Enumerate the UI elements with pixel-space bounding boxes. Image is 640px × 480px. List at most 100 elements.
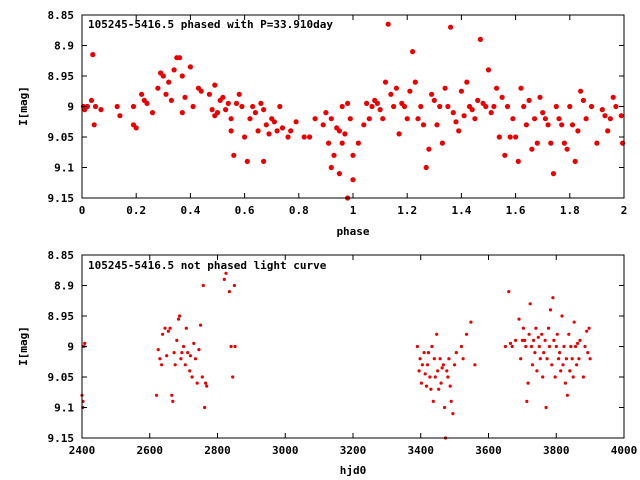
unphased-data-point bbox=[425, 363, 430, 367]
unphased-data-point bbox=[449, 399, 453, 403]
phased-data-point bbox=[166, 79, 172, 85]
phased-data-point bbox=[271, 119, 277, 125]
unphased-data-point bbox=[188, 354, 192, 358]
unphased-data-point bbox=[568, 369, 572, 373]
unphased-data-point bbox=[231, 375, 235, 379]
phased-data-point bbox=[542, 116, 549, 122]
unphased-data-point bbox=[451, 412, 455, 416]
unphased-data-point bbox=[424, 384, 429, 388]
phased-data-point bbox=[412, 79, 418, 85]
phased-data-point bbox=[228, 116, 234, 122]
unphased-x-tick-label: 4000 bbox=[611, 444, 638, 457]
unphased-data-point bbox=[178, 314, 182, 318]
unphased-y-tick-label: 9.15 bbox=[48, 432, 75, 445]
phased-data-point bbox=[540, 110, 546, 116]
unphased-data-point bbox=[519, 357, 523, 361]
phased-data-point bbox=[242, 134, 248, 140]
unphased-data-point bbox=[583, 344, 587, 349]
unphased-x-tick-label: 3800 bbox=[543, 444, 570, 457]
phased-data-point bbox=[564, 146, 570, 152]
phased-data-point bbox=[556, 116, 562, 122]
phased-data-point bbox=[244, 158, 250, 164]
unphased-data-point bbox=[565, 393, 570, 397]
phased-data-point bbox=[496, 134, 502, 140]
unphased-y-tick-label: 8.95 bbox=[48, 310, 75, 323]
unphased-data-point bbox=[415, 344, 419, 349]
unphased-data-point bbox=[575, 363, 579, 367]
phased-data-point bbox=[225, 100, 231, 106]
unphased-data-point bbox=[422, 351, 426, 355]
phased-data-point bbox=[607, 116, 614, 122]
phased-x-tick-label: 1.2 bbox=[397, 204, 417, 217]
unphased-data-point bbox=[563, 381, 568, 385]
phased-data-point bbox=[605, 128, 611, 134]
phased-axis-ticks: 0 0.2 0.4 0.6 0.8 1 1.2 1.4 1.6 1.8 2 8.85 8.9 8.95 9 9… bbox=[48, 9, 628, 217]
phased-data-point bbox=[92, 103, 99, 110]
phased-data-point bbox=[377, 107, 383, 113]
phased-data-point bbox=[179, 110, 185, 116]
phased-data-point bbox=[507, 134, 513, 140]
unphased-x-tick-label: 3000 bbox=[272, 444, 299, 457]
phased-data-point bbox=[561, 140, 568, 146]
unphased-data-points bbox=[80, 271, 592, 440]
unphased-data-point bbox=[574, 344, 578, 349]
unphased-data-point bbox=[166, 329, 170, 333]
unphased-data-point bbox=[548, 308, 553, 312]
phased-data-point bbox=[223, 107, 229, 113]
phased-data-point bbox=[285, 134, 291, 140]
unphased-data-point bbox=[540, 332, 544, 336]
unphased-data-point bbox=[517, 317, 521, 321]
phased-data-point bbox=[385, 21, 391, 27]
phased-data-point bbox=[521, 103, 527, 110]
unphased-data-point bbox=[438, 357, 442, 361]
unphased-data-point bbox=[179, 357, 183, 361]
phased-x-tick-label: 0 bbox=[79, 204, 86, 217]
unphased-data-point bbox=[180, 351, 184, 355]
phased-data-point bbox=[206, 91, 212, 97]
unphased-data-point bbox=[200, 375, 204, 379]
phased-data-point bbox=[391, 103, 397, 110]
phased-y-tick-label: 9.1 bbox=[54, 162, 74, 175]
phased-data-point bbox=[572, 158, 578, 164]
phased-data-point bbox=[588, 103, 595, 110]
unphased-data-point bbox=[571, 375, 575, 379]
phased-y-tick-label: 9.05 bbox=[48, 131, 75, 144]
phased-data-point bbox=[426, 146, 432, 152]
phased-data-point bbox=[545, 122, 551, 128]
phased-data-point bbox=[374, 100, 380, 106]
unphased-data-point bbox=[459, 344, 463, 349]
unphased-data-point bbox=[160, 363, 164, 367]
phased-data-point bbox=[453, 119, 459, 125]
phased-data-point bbox=[209, 107, 215, 113]
unphased-data-point bbox=[552, 338, 556, 342]
unphased-data-point bbox=[586, 351, 590, 355]
unphased-data-point bbox=[461, 357, 465, 361]
phased-data-point bbox=[380, 116, 386, 122]
unphased-data-point bbox=[507, 290, 511, 294]
unphased-data-point bbox=[553, 375, 557, 379]
unphased-data-point bbox=[453, 363, 457, 367]
phased-data-point bbox=[236, 91, 242, 97]
phased-data-point bbox=[233, 100, 240, 106]
phased-data-point bbox=[301, 134, 307, 140]
unphased-data-point bbox=[510, 344, 514, 349]
phased-x-axis-label: phase bbox=[336, 225, 369, 238]
unphased-data-point bbox=[423, 372, 427, 376]
unphased-data-point bbox=[447, 357, 451, 361]
unphased-data-point bbox=[431, 399, 435, 403]
phased-data-point bbox=[502, 152, 508, 158]
phased-data-point bbox=[214, 110, 221, 116]
unphased-data-point bbox=[233, 344, 237, 349]
phased-data-point bbox=[518, 85, 524, 91]
phased-data-point bbox=[133, 125, 139, 131]
unphased-data-point bbox=[205, 384, 209, 388]
phased-data-point bbox=[434, 122, 440, 128]
unphased-axis-ticks: 2400 2600 2800 3000 3200 3400 3600 3800 4000 8.85… bbox=[48, 249, 638, 457]
phased-data-point bbox=[179, 73, 185, 79]
phased-data-point bbox=[513, 134, 519, 140]
unphased-data-point bbox=[172, 351, 176, 355]
unphased-x-axis-label: hjd0 bbox=[340, 464, 367, 477]
phased-x-tick-label: 0.6 bbox=[235, 204, 255, 217]
phased-data-point bbox=[293, 119, 299, 125]
phased-x-tick-label: 0.2 bbox=[126, 204, 146, 217]
